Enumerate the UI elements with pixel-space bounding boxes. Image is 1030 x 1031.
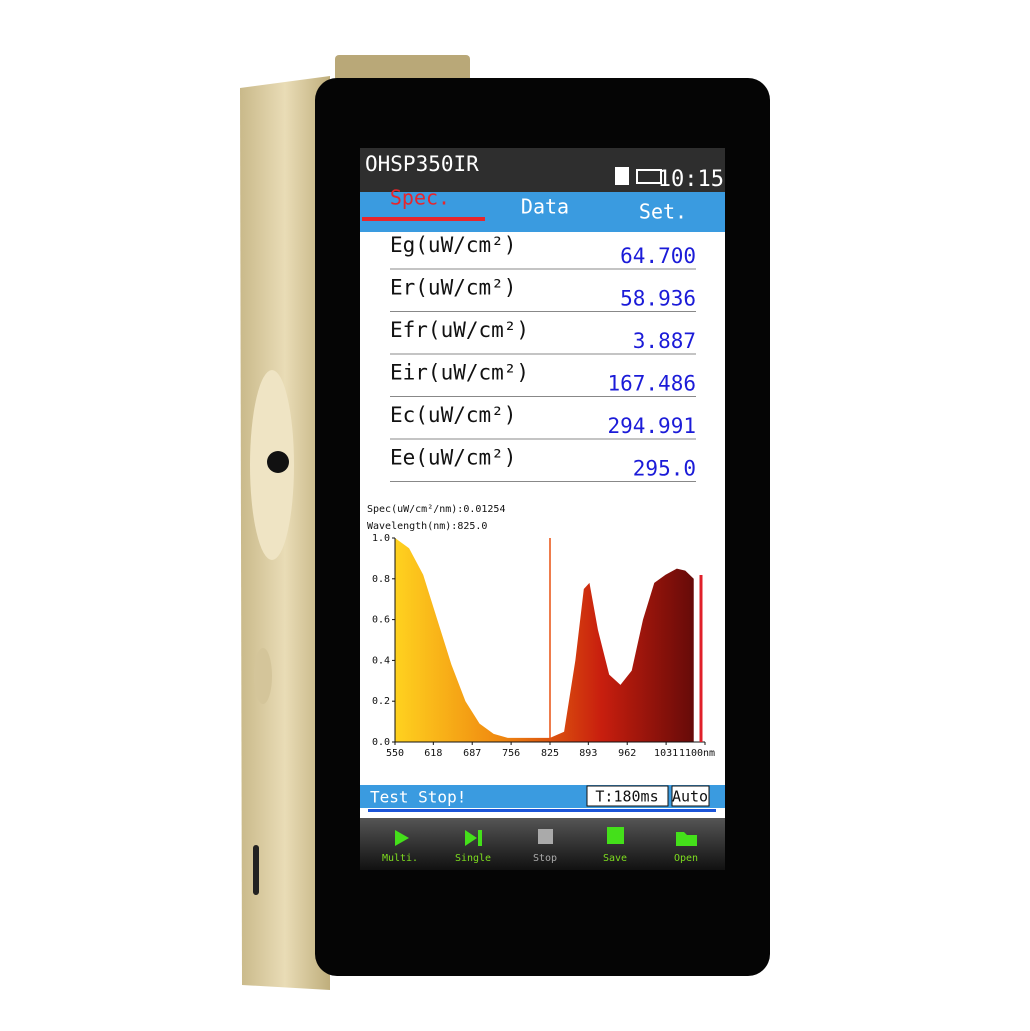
reading-value: 58.936: [620, 287, 696, 311]
reading-label: Eg(uW/cm²): [390, 233, 516, 257]
active-tab-underline: [362, 217, 485, 221]
stop-icon: [538, 829, 553, 844]
y-tick-label: 0.8: [372, 574, 390, 585]
reading-label: Ee(uW/cm²): [390, 446, 516, 470]
knob: [335, 55, 470, 83]
reading-label: Er(uW/cm²): [390, 276, 516, 300]
y-tick-label: 0.6: [372, 615, 390, 626]
save-icon: [607, 827, 624, 844]
y-tick-label: 0.0: [372, 737, 390, 748]
cursor-caption: Wavelength(nm):: [367, 521, 457, 532]
wavelength-readout: Wavelength(nm):825.0: [367, 521, 487, 532]
side-slot: [254, 648, 272, 704]
y-tick-label: 0.2: [372, 696, 390, 707]
screen: [360, 148, 725, 870]
reading-value: 294.991: [607, 414, 696, 438]
spec-value: 0.01254: [463, 504, 505, 515]
integration-time: T:180ms: [595, 788, 658, 806]
y-tick-label: 1.0: [372, 533, 390, 544]
cursor-value: 825.0: [457, 521, 487, 532]
progress-line: [368, 809, 716, 812]
spec-caption: Spec(uW/cm²/nm):: [367, 504, 463, 515]
toolbar-button-label[interactable]: Stop: [533, 853, 557, 864]
header-bar: [360, 148, 725, 192]
integration-box[interactable]: [586, 785, 669, 807]
multi-icon: [395, 830, 409, 846]
reading-value: 3.887: [633, 329, 696, 353]
mode-box[interactable]: [671, 785, 710, 807]
reading-label: Ec(uW/cm²): [390, 403, 516, 427]
side-jack: [267, 451, 289, 473]
x-tick-label: 825: [541, 748, 559, 759]
status-message: Test Stop!: [370, 788, 466, 807]
x-tick-label: 756: [502, 748, 520, 759]
device-title: OHSP350IR: [365, 152, 479, 176]
x-tick-label: 618: [424, 748, 442, 759]
side-port: [253, 845, 259, 895]
toolbar-button-label[interactable]: Save: [603, 853, 627, 864]
mode: Auto: [672, 788, 708, 806]
reading-value: 64.700: [620, 244, 696, 268]
tab[interactable]: Data: [521, 195, 569, 219]
tab[interactable]: Set.: [639, 200, 687, 224]
tab-bar: [360, 192, 725, 232]
reading-value: 295.0: [633, 457, 696, 481]
sd-icon: [615, 167, 629, 185]
battery-icon: [636, 169, 662, 184]
reading-label: Eir(uW/cm²): [390, 361, 529, 385]
toolbar-button-label[interactable]: Multi.: [382, 853, 418, 864]
reading-value: 167.486: [607, 372, 696, 396]
spectrum-area: [395, 538, 694, 742]
open-icon: [676, 832, 697, 846]
toolbar-button-label[interactable]: Single: [455, 853, 491, 864]
y-tick-label: 0.4: [372, 655, 390, 666]
tab[interactable]: Spec.: [390, 186, 450, 210]
reading-label: Efr(uW/cm²): [390, 318, 529, 342]
x-tick-label: 1031: [654, 748, 678, 759]
toolbar-button-label[interactable]: Open: [674, 853, 698, 864]
x-tick-label: 1100nm: [679, 748, 715, 759]
x-tick-label: 550: [386, 748, 404, 759]
single-icon: [465, 830, 482, 846]
x-tick-label: 962: [618, 748, 636, 759]
x-tick-label: 893: [579, 748, 597, 759]
spec-readout: Spec(uW/cm²/nm):0.01254: [367, 504, 505, 515]
x-tick-label: 687: [463, 748, 481, 759]
clock: 10:15: [658, 167, 724, 192]
